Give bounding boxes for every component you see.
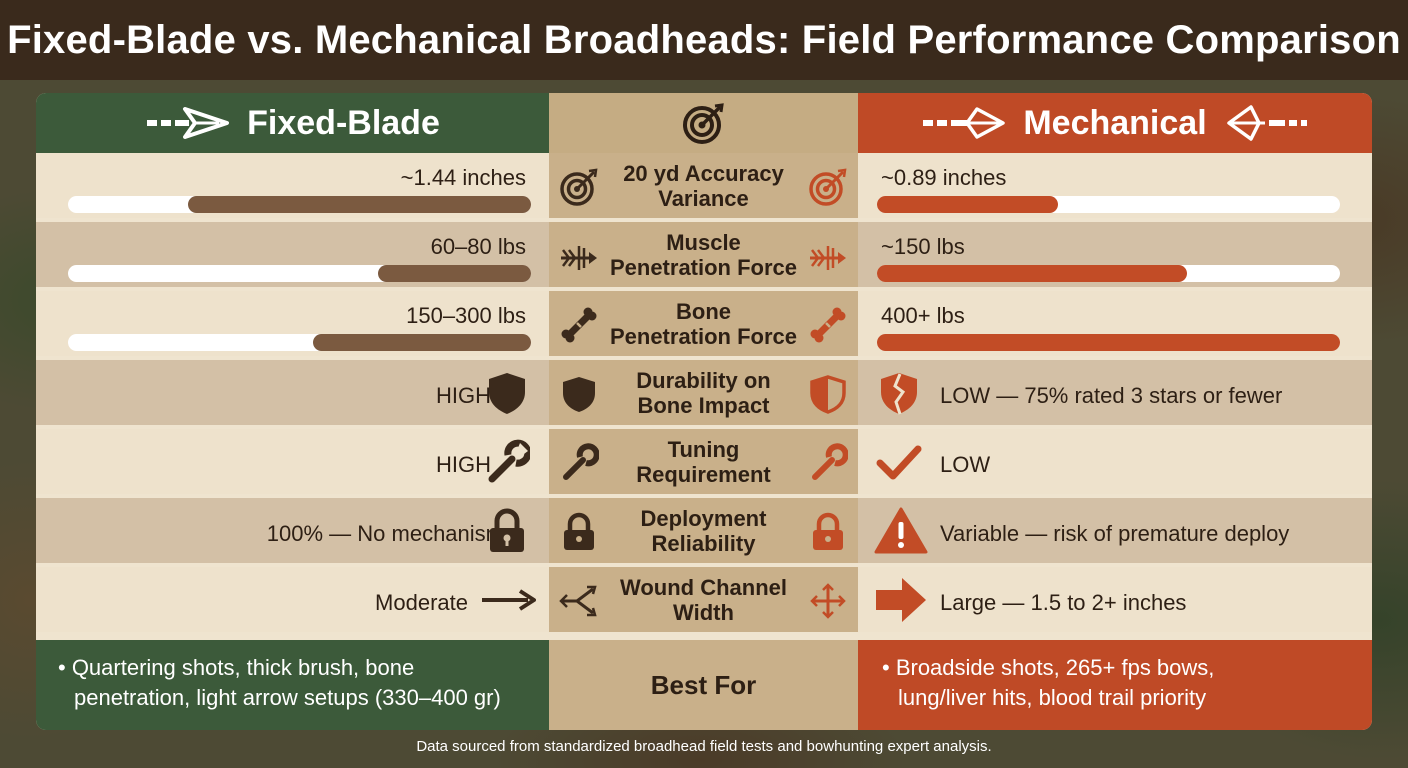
- row-label: Deployment Reliability: [640, 505, 767, 556]
- row-label: Bone Penetration Force: [609, 298, 798, 349]
- fixed-bone-bar: [313, 334, 531, 351]
- split-arrow-icon: [559, 585, 597, 617]
- center-header: [549, 93, 858, 153]
- fixed-tuning-value: HIGH: [436, 452, 491, 477]
- fixed-accuracy-value: ~1.44 inches: [400, 165, 526, 190]
- best-for-label-cell: Best For: [549, 640, 858, 730]
- row-muscle-penetration: 60–80 lbs Muscle Penetration Force ~150 …: [36, 222, 1372, 287]
- fixed-muscle-bar-track: [68, 265, 531, 282]
- mech-accuracy-bar: [877, 196, 1058, 213]
- row-label: Wound Channel Width: [619, 574, 788, 625]
- fixed-accuracy-bar: [188, 196, 531, 213]
- mech-bone-value: 400+ lbs: [881, 303, 965, 328]
- warning-icon: [874, 507, 928, 554]
- column-header: Fixed-Blade Mechanical: [36, 93, 1372, 153]
- title-bar: Fixed-Blade vs. Mechanical Broadheads: F…: [0, 0, 1408, 80]
- fixed-best-for: • Quartering shots, thick brush, bone pe…: [36, 640, 549, 730]
- target-icon: [682, 103, 724, 144]
- row-label-cell: Deployment Reliability: [549, 498, 858, 563]
- wrench-icon: [812, 443, 848, 480]
- row-bone-penetration: 150–300 lbs Bone Penetration Force 400+ …: [36, 291, 1372, 356]
- mech-accuracy-bar-track: [877, 196, 1340, 213]
- mech-tuning-value: LOW: [940, 452, 991, 477]
- mechanical-broadhead-open-icon: [1226, 105, 1307, 141]
- fixed-deployment-value: 100% — No mechanism: [266, 521, 504, 546]
- mech-muscle-bar: [877, 265, 1188, 282]
- row-label-cell: Wound Channel Width: [549, 567, 858, 632]
- row-label-cell: Durability on Bone Impact: [549, 360, 858, 425]
- page-title: Fixed-Blade vs. Mechanical Broadheads: F…: [7, 17, 1401, 62]
- target-icon: [809, 168, 847, 206]
- mechanical-header: Mechanical: [858, 93, 1372, 153]
- mech-deployment-value: Variable — risk of premature deploy: [940, 521, 1290, 546]
- fixed-muscle-bar: [378, 265, 531, 282]
- fixed-muscle-value: 60–80 lbs: [430, 234, 526, 259]
- row-label: Durability on Bone Impact: [636, 367, 771, 418]
- fixed-blade-header: Fixed-Blade: [36, 93, 549, 153]
- shield-icon: [563, 377, 595, 412]
- mech-best-for-line1: • Broadside shots, 265+ fps bows,: [882, 655, 1215, 680]
- mech-muscle-value: ~150 lbs: [881, 234, 965, 259]
- mechanical-broadhead-icon: [923, 107, 1006, 139]
- row-deployment: 100% — No mechanism Deployment Reliabili…: [36, 498, 1372, 563]
- row-label: 20 yd Accuracy Variance: [623, 160, 784, 211]
- arrow-icon: [810, 246, 846, 270]
- target-icon: [560, 168, 598, 206]
- row-label: Muscle Penetration Force: [609, 229, 798, 280]
- mech-best-for: • Broadside shots, 265+ fps bows, lung/l…: [858, 640, 1372, 730]
- row-accuracy: ~1.44 inches 20 yd Accuracy Variance ~0.…: [36, 153, 1372, 218]
- shield-icon: [489, 373, 525, 414]
- footer-note: Data sourced from standardized broadhead…: [416, 738, 992, 755]
- lock-icon: [564, 512, 594, 550]
- fixed-bone-bar-track: [68, 334, 531, 351]
- thin-arrow-icon: [482, 589, 536, 611]
- cracked-shield-icon: [881, 373, 917, 415]
- row-durability: HIGH Durability on Bone Impact LOW — 75%…: [36, 360, 1372, 425]
- wrench-icon: [488, 439, 530, 483]
- row-label-cell: Bone Penetration Force: [549, 291, 858, 356]
- row-wound-channel: Moderate Wound Channel Width Large — 1.5…: [36, 567, 1372, 632]
- mechanical-title: Mechanical: [1023, 103, 1207, 142]
- mech-accuracy-value: ~0.89 inches: [881, 165, 1007, 190]
- expand-arrows-icon: [810, 583, 846, 619]
- comparison-panel: Fixed-Blade Mechanical: [36, 93, 1372, 730]
- fixed-blade-title: Fixed-Blade: [247, 103, 440, 142]
- fixed-best-for-line2: penetration, light arrow setups (330–400…: [74, 685, 501, 710]
- row-tuning: HIGH Tuning Requirement LOW: [36, 429, 1372, 494]
- row-label-cell: Muscle Penetration Force: [549, 222, 858, 287]
- mech-wound-value: Large — 1.5 to 2+ inches: [940, 590, 1187, 615]
- fixed-accuracy-bar-track: [68, 196, 531, 213]
- thick-arrow-icon: [876, 578, 926, 622]
- checkmark-icon: [876, 445, 922, 480]
- bone-icon: [810, 307, 846, 343]
- arrow-icon: [561, 246, 597, 270]
- mech-bone-bar-track: [877, 334, 1340, 351]
- row-label-cell: 20 yd Accuracy Variance: [549, 153, 858, 218]
- lock-icon: [490, 508, 524, 552]
- row-label: Tuning Requirement: [636, 436, 771, 487]
- fixed-blade-broadhead-icon: [147, 107, 230, 139]
- fixed-durability-value: HIGH: [436, 383, 491, 408]
- mech-bone-bar: [877, 334, 1340, 351]
- wrench-icon: [563, 443, 599, 480]
- mech-muscle-bar-track: [877, 265, 1340, 282]
- fixed-best-for-line1: • Quartering shots, thick brush, bone: [58, 655, 415, 680]
- fixed-wound-value: Moderate: [375, 590, 468, 615]
- mech-best-for-line2: lung/liver hits, blood trail priority: [898, 685, 1207, 710]
- row-label-cell: Tuning Requirement: [549, 429, 858, 494]
- shield-icon: [810, 375, 846, 414]
- fixed-bone-value: 150–300 lbs: [406, 303, 526, 328]
- bone-icon: [561, 307, 597, 343]
- best-for-label: Best For: [650, 669, 757, 700]
- lock-icon: [813, 512, 843, 550]
- mech-durability-value: LOW — 75% rated 3 stars or fewer: [940, 383, 1283, 408]
